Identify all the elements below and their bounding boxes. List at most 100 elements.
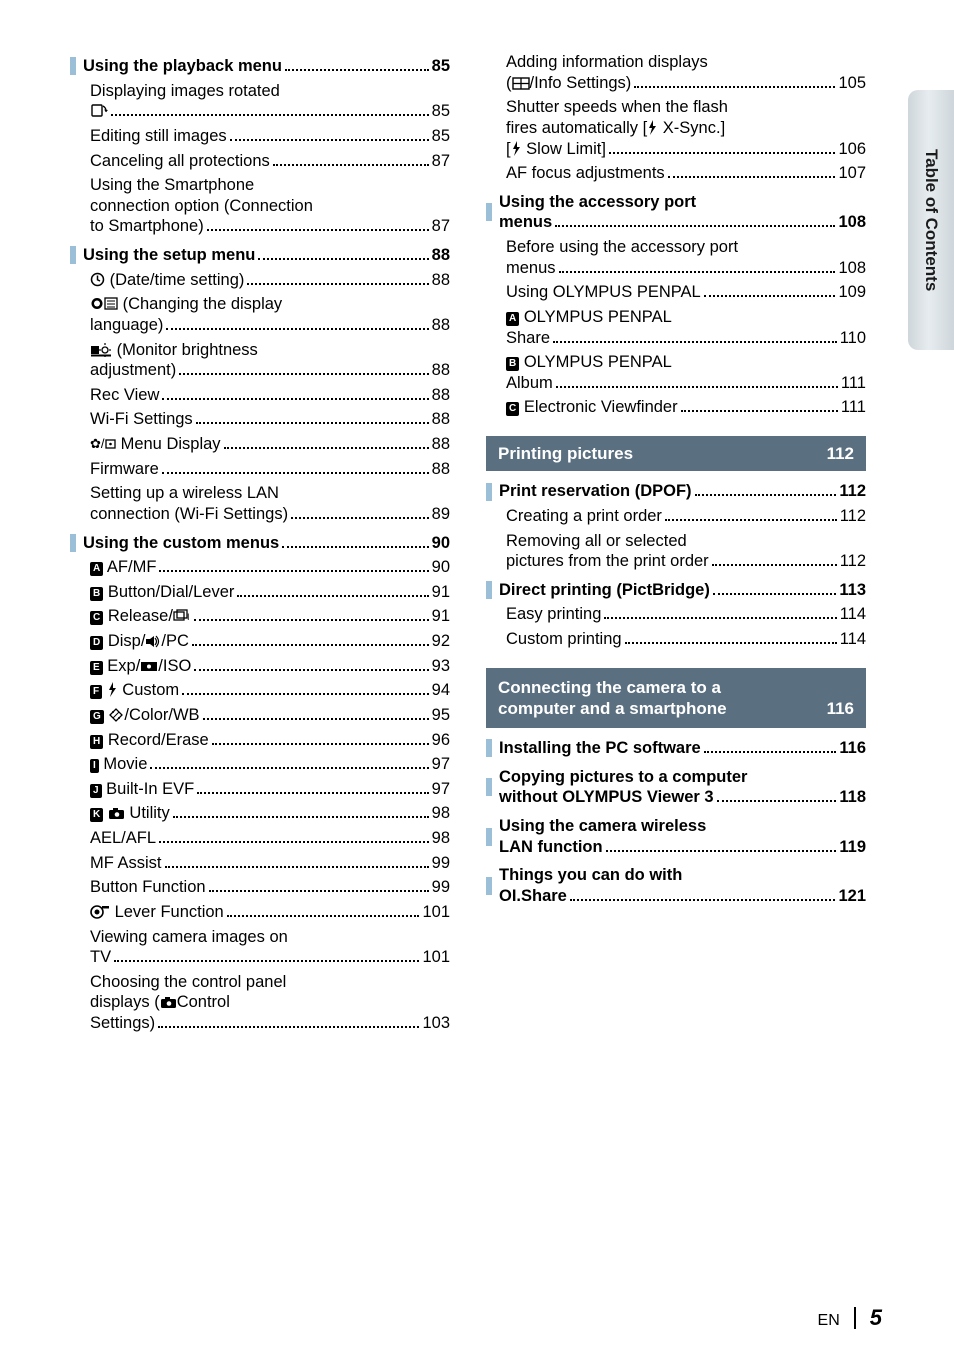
entry-page: 108 [838,258,866,279]
entry-page: 103 [422,1013,450,1034]
section-title: OI.Share [499,886,567,907]
toc-entry: AEL/AFL98 [90,828,450,849]
section-tick-icon [70,57,76,75]
section-title: Copying pictures to a computer [499,767,866,788]
entry-text: Wi-Fi Settings [90,410,193,428]
leader-dots [712,564,837,566]
entry-page: 114 [840,604,866,625]
entry-text: Viewing camera images on [90,928,288,946]
footer-divider [854,1307,856,1329]
entry-text: Custom printing [506,630,622,648]
toc-entry: G /Color/WB95 [90,705,450,726]
leader-dots [555,225,835,227]
leader-dots [606,850,837,852]
section-page: 116 [839,738,866,759]
entry-page: 112 [840,506,866,527]
entry-text: Shutter speeds when the flash [506,98,728,116]
entry-page: 88 [432,434,450,455]
toc-section-head: Using the accessory port menus108 [486,192,866,233]
entry-text: Built-In EVF [102,780,195,798]
leader-dots [695,494,837,496]
entry-lastline: [ Slow Limit]106 [506,139,866,160]
toc-entry: I Movie97 [90,754,450,775]
toc-entry: J Built-In EVF97 [90,779,450,800]
bar-page: 116 [827,698,854,719]
leader-dots [173,816,429,818]
leader-dots [224,447,429,449]
entry-page: 87 [432,216,450,237]
side-tab: Table of Contents [908,90,954,350]
toc-section-head: Using the playback menu85 [70,56,450,77]
bar-title: computer and a smartphone [498,698,827,719]
leader-dots [668,176,836,178]
entry-text: Editing still images [90,127,227,145]
entry-text: /PC [161,632,189,650]
toc-section-head: Direct printing (PictBridge)113 [486,580,866,601]
boxK-icon: K [90,808,103,822]
entry-page: 99 [432,853,450,874]
entry-page: 90 [432,557,450,578]
entry-page: 111 [841,373,866,394]
footer-lang: EN [818,1312,840,1330]
entry-text: pictures from the print order [506,551,709,572]
section-title: Using the camera wireless [499,816,866,837]
toc-entry: B Button/Dial/Lever91 [90,582,450,603]
entry-page: 95 [432,705,450,726]
entry-text: Electronic Viewfinder [519,398,677,416]
section-title: Using the accessory port [499,192,866,213]
entry-text: OLYMPUS PENPAL [519,308,672,326]
section-tick-icon [70,534,76,552]
entry-text: TV [90,947,111,968]
entry-page: 88 [432,270,450,291]
leader-dots [717,800,837,802]
entry-page: 114 [840,629,866,650]
entry-text: displays ( [90,993,160,1011]
clock-icon [90,271,105,289]
entry-prelines: (Changing the display [90,294,450,315]
section-title: Installing the PC software [499,738,701,759]
entry-text: Rec View [90,386,159,404]
toc-entry: Editing still images85 [90,126,450,147]
entry-text: (/Info Settings) [506,73,631,94]
entry-text: Choosing the control panel [90,973,286,991]
entry-lastline: 85 [90,101,450,122]
info-grid-icon [512,74,530,92]
boxC-icon: C [90,611,103,625]
leader-dots [158,1026,419,1028]
brightness-icon [90,341,112,359]
section-tick-icon [70,246,76,264]
toc-entry: A AF/MF90 [90,557,450,578]
toc-entry: Displaying images rotated85 [90,81,450,122]
entry-page: 109 [838,282,866,303]
boxD-icon: D [90,636,103,650]
entry-text: to Smartphone) [90,216,204,237]
section-page: 85 [432,56,450,77]
leader-dots [162,472,429,474]
leader-dots [625,642,837,644]
entry-prelines: B OLYMPUS PENPAL [506,352,866,373]
entry-text [90,101,108,122]
toc-entry: A OLYMPUS PENPALShare110 [506,307,866,348]
entry-text: connection (Wi-Fi Settings) [90,504,288,525]
bar-title: Connecting the camera to a [498,677,854,698]
entry-text: Adding information displays [506,53,708,71]
flash-icon [107,681,118,699]
quality-icon [108,706,124,724]
entry-text: Custom [118,681,179,699]
section-title: Things you can do with [499,865,866,886]
section-page: 112 [839,481,866,502]
entry-page: 99 [432,877,450,898]
entry-prelines: Removing all or selected [506,531,866,552]
svg-text:I: I [187,612,190,622]
entry-lastline: language)88 [90,315,450,336]
entry-text: Displaying images rotated [90,82,280,100]
leader-dots [285,69,429,71]
entry-page: 91 [432,606,450,627]
entry-page: 101 [422,947,450,968]
entry-page: 97 [432,779,450,800]
leader-dots [207,229,429,231]
entry-text: AEL/AFL [90,829,156,847]
toc-entry: E Exp//ISO93 [90,656,450,677]
entry-text: Setting up a wireless LAN [90,484,279,502]
entry-text: (Date/time setting) [105,271,244,289]
